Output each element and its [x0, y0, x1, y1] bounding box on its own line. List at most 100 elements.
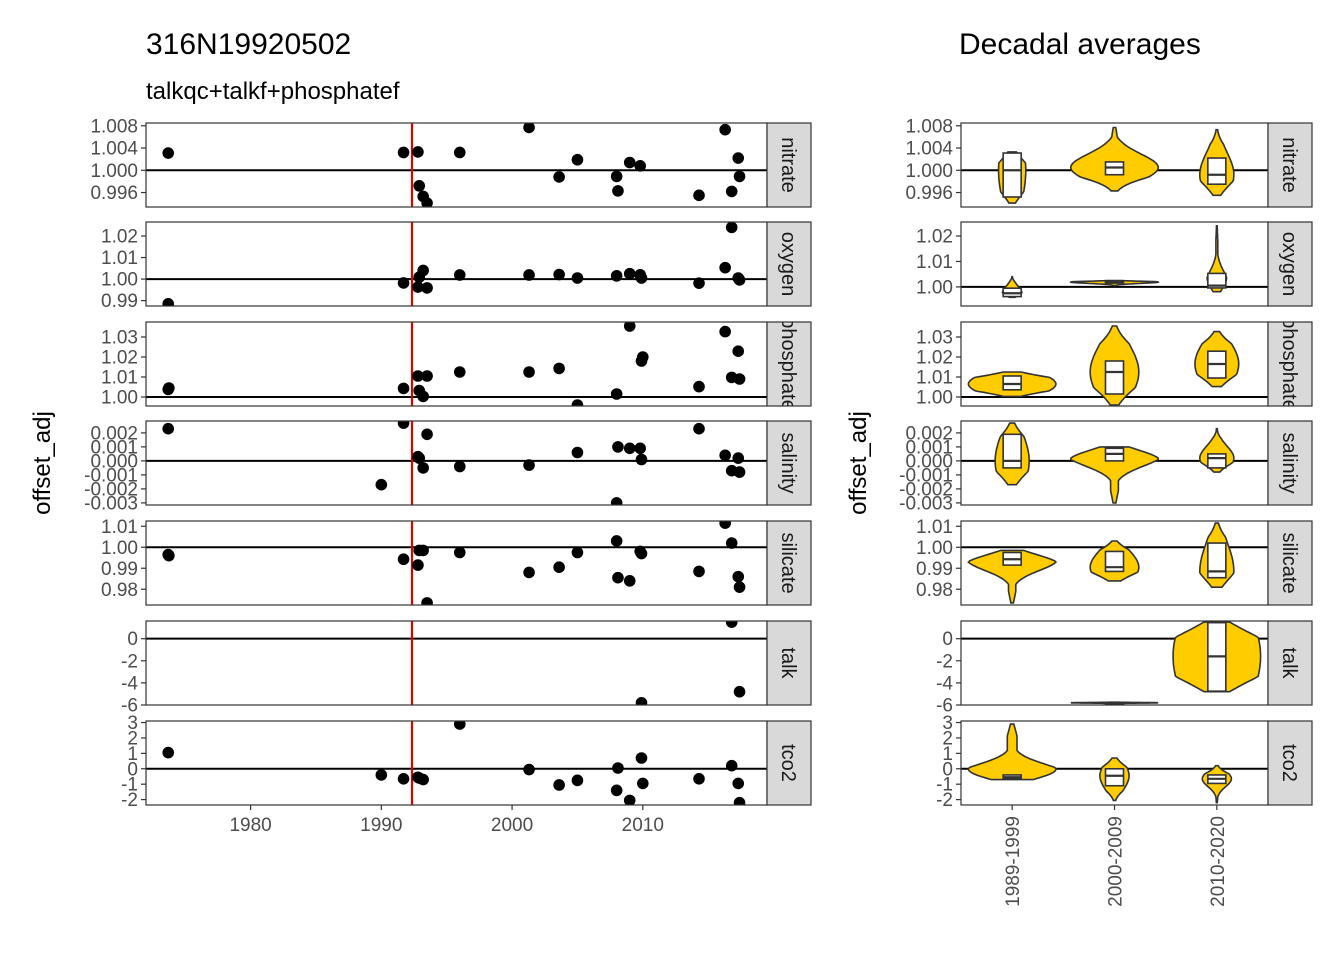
violin-y-tick-label-oxygen: 1.01	[916, 252, 953, 273]
scatter-y-tick-label-tco2: 3	[127, 713, 138, 734]
data-point-tco2	[375, 769, 388, 781]
scatter-points-tco2	[162, 721, 746, 805]
scatter-strip-text-group: tco2	[777, 744, 799, 782]
data-point-oxygen	[725, 222, 738, 234]
data-point-silicate	[693, 565, 705, 578]
violin-strip-text-group: nitrate	[1278, 137, 1300, 193]
data-point-nitrate	[610, 170, 623, 183]
scatter-y-tick-label-salinity: 0.002	[90, 423, 138, 444]
violin-y-tick-label-talk: -2	[936, 651, 953, 672]
data-point-salinity	[733, 466, 746, 478]
data-point-silicate	[453, 546, 466, 559]
data-point-silicate	[523, 566, 535, 579]
data-point-nitrate	[421, 197, 433, 207]
violin-strip-text-group: salinity	[1278, 432, 1300, 493]
data-point-phosphate	[163, 382, 175, 394]
data-point-tco2	[732, 777, 745, 790]
scatter-y-tick-label-tco2: -2	[121, 790, 138, 811]
data-point-nitrate	[693, 189, 705, 202]
scatter-y-tick-label-talk: -6	[121, 696, 138, 717]
violin-group-salinity	[994, 422, 1235, 504]
data-point-oxygen	[693, 277, 705, 289]
data-point-nitrate	[719, 123, 731, 136]
data-point-tco2	[635, 752, 648, 764]
violin-y-tick-label-oxygen: 1.00	[916, 277, 953, 298]
data-point-phosphate	[553, 362, 565, 375]
data-point-nitrate	[523, 123, 535, 134]
data-point-phosphate	[523, 366, 535, 378]
violin-strip-oxygen	[1267, 221, 1313, 307]
data-point-salinity	[421, 428, 433, 441]
scatter-panel-bg-phosphate	[146, 322, 767, 406]
scatter-y-tick-label-salinity: -0.003	[84, 493, 138, 514]
violin-group-talk	[1070, 621, 1262, 705]
boxplot-box-2000-2009	[1104, 360, 1125, 395]
data-point-nitrate	[162, 147, 175, 159]
data-point-phosphate	[623, 322, 636, 332]
data-point-salinity	[635, 453, 648, 466]
scatter-y-tick-label-phosphate: 1.01	[101, 368, 138, 389]
boxplot-box-2000-2009	[1104, 550, 1125, 573]
violin-y-tick-label-silicate: 0.99	[916, 559, 953, 580]
data-point-nitrate	[453, 146, 466, 159]
scatter-strip-salinity	[766, 420, 812, 506]
scatter-y-tick-label-salinity: 0.000	[90, 451, 138, 472]
data-point-salinity	[634, 442, 646, 455]
scatter-strip-text-group: salinity	[777, 432, 799, 493]
data-point-silicate	[623, 575, 636, 587]
boxplot-box-1989-1999	[1002, 152, 1022, 198]
scatter-y-tick-label-tco2: 1	[127, 744, 138, 765]
data-point-oxygen	[417, 264, 429, 277]
data-point-silicate	[733, 581, 746, 593]
data-point-phosphate	[421, 370, 433, 382]
category-label-1989-1999: 1989-1999	[1003, 816, 1024, 907]
violin-y-tick-label-talk: -4	[936, 673, 953, 694]
data-point-salinity	[523, 459, 535, 471]
data-point-phosphate	[417, 390, 429, 403]
violin-y-tick-label-salinity: 0.001	[905, 437, 953, 458]
scatter-y-tick-label-talk: 0	[127, 629, 138, 650]
data-point-oxygen	[610, 270, 623, 282]
data-point-oxygen	[421, 282, 433, 294]
data-point-salinity	[375, 478, 388, 491]
violin-y-tick-label-tco2: -1	[936, 775, 953, 796]
data-point-tco2	[693, 772, 705, 785]
violin-group-phosphate	[967, 325, 1240, 406]
data-point-silicate	[635, 547, 648, 560]
data-point-oxygen	[623, 267, 636, 280]
data-point-phosphate	[397, 382, 410, 395]
violin-group-nitrate	[997, 126, 1235, 204]
scatter-strip-text-group: oxygen	[777, 232, 799, 297]
violin-panel-silicate: 0.980.991.001.01 silicate	[916, 517, 1313, 606]
violin-strip-text-group: talk	[1278, 647, 1300, 679]
data-point-silicate	[725, 537, 738, 549]
scatter-y-tick-label-tco2: -1	[121, 775, 138, 796]
scatter-panel-silicate: 0.980.991.001.01 silicate	[101, 517, 812, 606]
violin-group-tco2	[967, 723, 1233, 804]
data-point-phosphate	[412, 370, 424, 382]
data-point-salinity	[610, 497, 623, 505]
violin-1989-1999	[967, 723, 1057, 781]
data-point-oxygen	[412, 281, 424, 293]
violin-y-tick-label-phosphate: 1.01	[916, 368, 953, 389]
boxplot-box-2010-2020	[1207, 157, 1227, 185]
violin-strip-label-silicate: silicate	[1278, 532, 1300, 593]
data-point-oxygen	[553, 268, 565, 281]
violin-strip-label-oxygen: oxygen	[1278, 232, 1300, 297]
data-point-tco2	[725, 759, 738, 772]
scatter-y-tick-label-talk: -4	[121, 673, 138, 694]
scatter-y-tick-label-nitrate: 1.008	[90, 116, 138, 137]
violin-y-tick-label-nitrate: 1.004	[905, 139, 953, 160]
boxplot-box-2010-2020	[1207, 272, 1227, 289]
violin-strip-text-group: silicate	[1278, 532, 1300, 593]
data-point-oxygen	[635, 272, 648, 284]
data-point-tco2	[453, 721, 466, 730]
scatter-panel-bg-talk	[146, 621, 767, 705]
data-point-silicate	[612, 571, 624, 584]
data-point-tco2	[553, 779, 565, 791]
data-point-oxygen	[523, 269, 535, 281]
violin-y-tick-label-salinity: -0.003	[899, 493, 953, 514]
